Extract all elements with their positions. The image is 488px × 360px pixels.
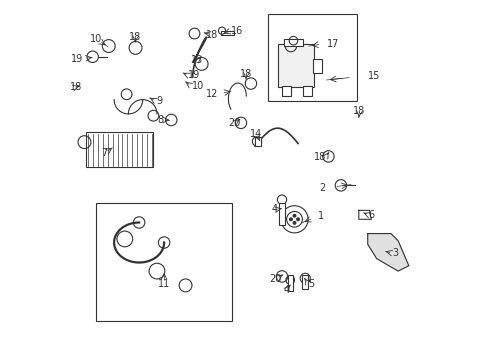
Text: 14: 14 — [250, 129, 262, 139]
Text: 13: 13 — [191, 55, 203, 65]
Text: 10: 10 — [90, 34, 102, 44]
Bar — [85, 132, 153, 167]
Text: 10: 10 — [191, 81, 203, 91]
Text: 2: 2 — [319, 183, 325, 193]
Text: 1: 1 — [317, 211, 323, 221]
Bar — [313, 59, 322, 73]
Bar — [267, 14, 356, 102]
Text: 18: 18 — [70, 82, 82, 92]
Bar — [278, 44, 313, 87]
Text: 20: 20 — [228, 118, 240, 128]
Text: 19: 19 — [71, 54, 83, 64]
Text: 20: 20 — [269, 274, 282, 284]
Circle shape — [292, 221, 295, 224]
Text: 18: 18 — [129, 32, 142, 42]
Text: 16: 16 — [231, 26, 243, 36]
Text: 5: 5 — [307, 279, 314, 289]
Text: 19: 19 — [188, 70, 200, 80]
Bar — [303, 86, 312, 96]
Text: 7: 7 — [101, 148, 107, 158]
Bar — [282, 86, 290, 96]
Bar — [283, 39, 303, 46]
Text: 12: 12 — [206, 89, 218, 99]
Text: 8: 8 — [157, 115, 163, 125]
Circle shape — [292, 214, 295, 217]
Bar — [255, 137, 260, 146]
Text: 17: 17 — [326, 39, 338, 49]
Circle shape — [289, 218, 292, 221]
Bar — [221, 31, 233, 35]
Text: 18: 18 — [240, 69, 252, 79]
Text: 3: 3 — [392, 248, 398, 258]
Text: 9: 9 — [156, 96, 162, 107]
Bar — [279, 203, 285, 225]
Text: 4: 4 — [271, 204, 277, 214]
Text: 4: 4 — [283, 285, 289, 295]
Text: 6: 6 — [368, 210, 374, 220]
Text: 18: 18 — [353, 106, 365, 116]
Circle shape — [296, 218, 299, 221]
Text: 11: 11 — [158, 279, 170, 289]
Bar — [288, 275, 293, 291]
Text: 18: 18 — [313, 152, 325, 162]
Bar — [302, 275, 307, 289]
Text: 15: 15 — [367, 71, 379, 81]
Bar — [96, 203, 231, 321]
Text: 18: 18 — [205, 30, 217, 40]
Polygon shape — [367, 234, 408, 271]
